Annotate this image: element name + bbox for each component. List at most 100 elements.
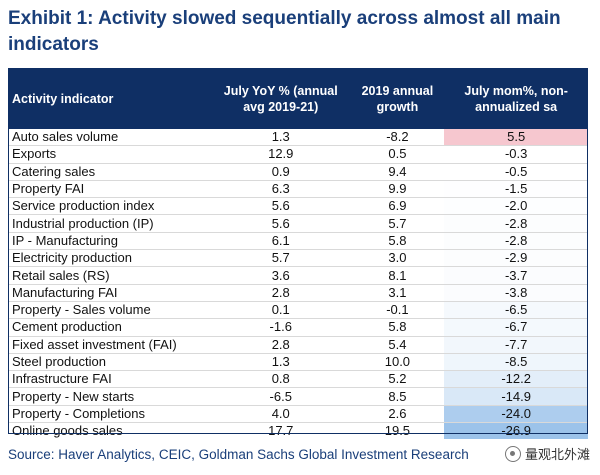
- cell-indicator: Property - Completions: [8, 404, 211, 423]
- cell-2019-growth: 8.1: [350, 266, 445, 285]
- header-row: Activity indicator July YoY % (annual av…: [8, 68, 588, 129]
- cell-july-yoy: 12.9: [211, 145, 351, 164]
- cell-2019-growth: 9.9: [350, 179, 445, 198]
- table-row: Fixed asset investment (FAI) 2.8 5.4 -7.7: [8, 335, 588, 354]
- cell-indicator: Manufacturing FAI: [8, 283, 211, 302]
- cell-2019-growth: 3.0: [350, 249, 445, 267]
- cell-july-yoy: 1.3: [271, 129, 290, 145]
- cell-2019-growth: 5.4: [350, 335, 445, 354]
- cell-2019-growth: 2.6: [350, 404, 445, 423]
- cell-july-yoy: 1.3: [211, 352, 351, 371]
- header-activity-indicator: Activity indicator: [8, 68, 211, 129]
- exhibit-title: Exhibit 1: Activity slowed sequentially …: [8, 8, 561, 55]
- cell-2019-growth: 6.9: [350, 197, 445, 215]
- table-row: Catering sales 0.9 9.4 -0.5: [8, 162, 588, 181]
- cell-indicator: Property FAI: [8, 179, 211, 198]
- cell-july-mom: -2.8: [444, 214, 588, 233]
- cell-2019-growth: 5.2: [350, 370, 445, 388]
- cell-indicator: Service production index: [8, 197, 211, 215]
- cell-july-yoy: 0.8: [211, 370, 351, 388]
- cell-indicator: Infrastructure FAI: [8, 370, 211, 388]
- cell-2019-growth: 0.5: [350, 145, 445, 164]
- cell-july-mom: -2.8: [444, 231, 588, 250]
- cell-july-yoy: 2.8: [211, 335, 351, 354]
- cell-2019-growth: 5.8: [350, 318, 445, 337]
- cell-2019-growth: 3.1: [350, 283, 445, 302]
- cell-july-yoy: -1.6: [211, 318, 351, 337]
- cell-july-yoy: 0.1: [211, 300, 351, 319]
- cell-july-yoy: -6.5: [211, 387, 351, 406]
- cell-indicator: Retail sales (RS): [8, 266, 211, 285]
- activity-table: Activity indicator July YoY % (annual av…: [8, 68, 588, 440]
- cell-2019-growth: 10.0: [350, 352, 445, 371]
- table-row: Electricity production 5.7 3.0 -2.9: [8, 249, 588, 267]
- cell-july-mom: -6.7: [444, 318, 588, 337]
- header-2019-growth: 2019 annual growth: [350, 68, 445, 129]
- cell-indicator: Property - New starts: [8, 387, 211, 406]
- cell-july-yoy: 17.7: [211, 422, 351, 440]
- cell-2019-growth: 8.5: [350, 387, 445, 406]
- table-body: Auto sales volume 1.3 -8.2 5.5 Exports 12.9 0.…: [8, 129, 588, 440]
- cell-july-yoy: 3.6: [211, 266, 351, 285]
- table-row: Steel production 1.3 10.0 -8.5: [8, 352, 588, 371]
- header-july-yoy: July YoY % (annual avg 2019-21): [211, 68, 351, 129]
- cell-july-mom: -1.5: [444, 179, 588, 198]
- table-row: Exports 12.9 0.5 -0.3: [8, 145, 588, 164]
- cell-indicator: IP - Manufacturing: [8, 231, 211, 250]
- cell-july-mom: -12.2: [444, 370, 588, 388]
- table-row: Property - New starts -6.5 8.5 -14.9: [8, 387, 588, 406]
- table-row: Service production index 5.6 6.9 -2.0: [8, 197, 588, 215]
- cell-july-yoy: 6.1: [211, 231, 351, 250]
- cell-july-mom: -8.5: [444, 352, 588, 371]
- cell-july-yoy: 0.9: [211, 162, 351, 181]
- cell-indicator: Online goods sales: [8, 422, 211, 440]
- table-row: IP - Manufacturing 6.1 5.8 -2.8: [8, 231, 588, 250]
- cell-indicator: Fixed asset investment (FAI): [8, 335, 211, 354]
- cell-indicator: Exports: [8, 145, 211, 164]
- cell-indicator: Cement production: [8, 318, 211, 337]
- cell-july-mom: -14.9: [444, 387, 588, 406]
- cell-july-yoy: 5.6: [211, 214, 351, 233]
- cell-july-mom: -26.9: [444, 422, 588, 440]
- cell-2019-growth: -0.1: [350, 300, 445, 319]
- cell-july-mom: -0.5: [444, 162, 588, 181]
- table-row: Auto sales volume 1.3 -8.2 5.5: [8, 129, 588, 146]
- cell-july-yoy: 6.3: [211, 179, 351, 198]
- cell-2019-growth: 9.4: [350, 162, 445, 181]
- cell-indicator: Industrial production (IP): [8, 214, 211, 233]
- cell-july-mom: -2.0: [444, 197, 588, 215]
- table-row: Property - Sales volume 0.1 -0.1 -6.5: [8, 300, 588, 319]
- cell-july-mom: -2.9: [444, 249, 588, 267]
- cell-july-yoy: 5.7: [211, 249, 351, 267]
- cell-july-mom: -7.7: [444, 335, 588, 354]
- table-row: Infrastructure FAI 0.8 5.2 -12.2: [8, 370, 588, 388]
- cell-july-mom: -24.0: [444, 404, 588, 423]
- table-row: Property - Completions 4.0 2.6 -24.0: [8, 404, 588, 423]
- header-july-mom: July mom%, non-annualized sa: [444, 68, 588, 129]
- table-row: Property FAI 6.3 9.9 -1.5: [8, 179, 588, 198]
- table-row: Cement production -1.6 5.8 -6.7: [8, 318, 588, 337]
- cell-2019-growth: 5.8: [350, 231, 445, 250]
- cell-indicator: Property - Sales volume: [8, 300, 211, 319]
- cell-2019-growth: 19.5: [350, 422, 445, 440]
- cell-july-mom: -3.8: [444, 283, 588, 302]
- table-row: Manufacturing FAI 2.8 3.1 -3.8: [8, 283, 588, 302]
- cell-july-mom: -6.5: [444, 300, 588, 319]
- cell-july-mom: -3.7: [444, 266, 588, 285]
- table-row: Industrial production (IP) 5.6 5.7 -2.8: [8, 214, 588, 233]
- cell-2019-growth: -8.2: [386, 129, 409, 145]
- watermark-logo: 量观北外滩: [504, 444, 590, 463]
- cell-july-mom: -0.3: [444, 145, 588, 164]
- cell-july-mom: 5.5: [444, 129, 588, 146]
- cell-july-yoy: 4.0: [211, 404, 351, 423]
- wechat-icon: [504, 445, 521, 462]
- cell-indicator: Auto sales volume: [12, 129, 119, 145]
- source-note: Source: Haver Analytics, CEIC, Goldman S…: [8, 447, 469, 462]
- cell-july-yoy: 2.8: [211, 283, 351, 302]
- watermark-text: 量观北外滩: [524, 447, 590, 462]
- table-header: Activity indicator July YoY % (annual av…: [8, 68, 588, 129]
- cell-2019-growth: 5.7: [350, 214, 445, 233]
- cell-indicator: Electricity production: [8, 249, 211, 267]
- cell-july-yoy: 5.6: [211, 197, 351, 215]
- cell-indicator: Catering sales: [8, 162, 211, 181]
